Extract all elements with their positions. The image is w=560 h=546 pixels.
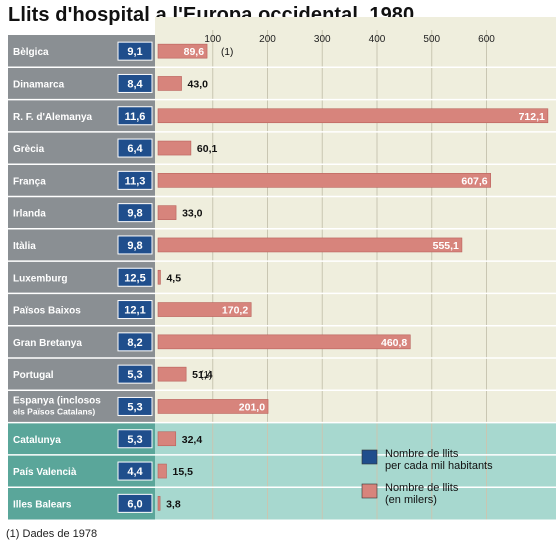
x-tick-label: 400 xyxy=(369,34,386,45)
legend-swatch-beds-thousands xyxy=(361,483,378,499)
beds-bar xyxy=(157,43,208,59)
beds-bar-label: 32,4 xyxy=(182,434,203,446)
beds-bar xyxy=(157,496,161,511)
legend-label: per cada mil habitants xyxy=(385,460,493,472)
legend-label: Nombre de llits xyxy=(385,448,459,460)
beds-bar xyxy=(157,173,491,188)
beds-per-thousand-box xyxy=(117,170,153,190)
beds-per-thousand-label: 9,8 xyxy=(127,240,142,252)
footnote-marker: (1) xyxy=(200,370,212,381)
x-tick-label: 600 xyxy=(478,34,495,45)
beds-per-thousand-box xyxy=(117,138,153,158)
beds-bar xyxy=(157,237,463,253)
beds-per-thousand-box xyxy=(117,267,153,287)
beds-bar-label: 60,1 xyxy=(197,143,218,155)
beds-per-thousand-box xyxy=(117,461,153,481)
category-label: Itàlia xyxy=(13,241,36,252)
category-label: Dinamarca xyxy=(13,79,65,90)
beds-per-thousand-box xyxy=(117,493,153,513)
x-tick-label: 200 xyxy=(259,34,276,45)
category-label: Catalunya xyxy=(13,435,61,446)
beds-per-thousand-box xyxy=(117,106,153,126)
beds-per-thousand-label: 5,3 xyxy=(127,401,142,413)
beds-per-thousand-label: 8,4 xyxy=(127,78,143,90)
plot-area-highlight xyxy=(155,422,556,520)
legend-label: Nombre de llits xyxy=(385,482,459,494)
category-label: Irlanda xyxy=(13,209,46,220)
beds-bar xyxy=(157,334,411,350)
beds-per-thousand-label: 4,4 xyxy=(127,466,143,478)
beds-bar xyxy=(157,302,252,317)
beds-bar-label: 712,1 xyxy=(519,111,545,123)
category-label: Espanya (inclosos xyxy=(13,395,101,406)
beds-per-thousand-box xyxy=(117,73,153,93)
beds-bar-label: 4,5 xyxy=(166,272,181,284)
footnote-marker: (1) xyxy=(221,47,233,58)
legend-label: (en milers) xyxy=(385,494,437,506)
beds-per-thousand-box xyxy=(117,300,153,320)
category-label: Portugal xyxy=(13,370,54,381)
beds-per-thousand-label: 12,1 xyxy=(124,305,145,317)
beds-bar xyxy=(157,431,177,447)
beds-per-thousand-label: 6,0 xyxy=(127,498,142,510)
beds-per-thousand-box xyxy=(117,41,153,61)
beds-per-thousand-box xyxy=(117,364,153,384)
beds-per-thousand-box xyxy=(117,396,153,416)
category-label: Illes Balears xyxy=(13,499,72,510)
category-label: els Països Catalans) xyxy=(13,406,95,416)
legend-swatch-beds-per-thousand xyxy=(361,449,378,465)
beds-per-thousand-label: 11,3 xyxy=(125,175,146,187)
category-label: R. F. d'Alemanya xyxy=(13,112,93,123)
beds-per-thousand-label: 5,3 xyxy=(127,434,142,446)
beds-bar-label: 43,0 xyxy=(188,78,209,90)
beds-per-thousand-label: 9,8 xyxy=(127,208,142,220)
beds-bar xyxy=(157,108,549,124)
beds-bar-label: 460,8 xyxy=(381,337,407,349)
beds-bar-label: 15,5 xyxy=(172,466,193,478)
category-label: Luxemburg xyxy=(13,273,67,284)
category-label: Països Baixos xyxy=(13,306,81,317)
beds-bar-label: 51,4 xyxy=(192,369,213,381)
footnote: (1) Dades de 1978 xyxy=(6,528,98,540)
x-tick-label: 300 xyxy=(314,34,331,45)
beds-bar-label: 89,6 xyxy=(184,46,205,58)
plot-area xyxy=(155,17,556,423)
category-label: Bèlgica xyxy=(13,47,49,58)
beds-per-thousand-label: 12,5 xyxy=(124,272,145,284)
beds-bar xyxy=(157,269,161,285)
beds-bar xyxy=(157,463,167,479)
beds-bar-label: 555,1 xyxy=(433,240,459,252)
beds-per-thousand-box xyxy=(117,429,153,449)
beds-per-thousand-box xyxy=(117,203,153,223)
beds-bar-label: 607,6 xyxy=(461,175,487,187)
beds-per-thousand-box xyxy=(117,332,153,352)
beds-bar-label: 33,0 xyxy=(182,208,203,220)
category-label: França xyxy=(13,176,46,187)
category-label: Grècia xyxy=(13,144,45,155)
category-label: País Valencià xyxy=(13,467,77,478)
beds-bar-label: 170,2 xyxy=(222,305,248,317)
category-label: Gran Bretanya xyxy=(13,338,82,349)
beds-bar xyxy=(157,399,269,414)
beds-bar xyxy=(157,76,182,91)
beds-per-thousand-label: 9,1 xyxy=(127,46,142,58)
beds-per-thousand-label: 8,2 xyxy=(127,337,142,349)
beds-per-thousand-label: 11,6 xyxy=(125,111,146,123)
beds-bar-label: 3,8 xyxy=(166,498,181,510)
beds-bar-label: 201,0 xyxy=(239,401,265,413)
beds-per-thousand-label: 6,4 xyxy=(127,143,143,155)
beds-bar xyxy=(157,140,192,156)
beds-per-thousand-label: 5,3 xyxy=(127,369,142,381)
x-tick-label: 100 xyxy=(204,34,221,45)
x-tick-label: 500 xyxy=(423,34,440,45)
beds-per-thousand-box xyxy=(117,235,153,255)
beds-bar xyxy=(157,366,187,382)
beds-bar xyxy=(157,205,177,220)
